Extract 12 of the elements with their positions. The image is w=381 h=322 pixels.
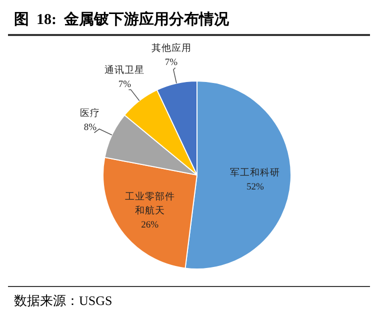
slice-label: 工业零部件和航天 xyxy=(124,190,175,216)
slice-label: 其他应用 xyxy=(151,42,192,54)
slice-label: 通讯卫星 xyxy=(104,64,145,76)
slice-label: 军工和科研 xyxy=(230,166,280,179)
slice-label: 医疗 xyxy=(80,106,100,119)
data-label: 7% xyxy=(164,58,178,68)
data-label: 26% xyxy=(141,220,159,230)
data-label: 52% xyxy=(246,182,264,193)
data-label: 7% xyxy=(118,80,132,90)
source-note: 数据来源：USGS xyxy=(14,292,112,310)
chart-title: 图 18: 金属铍下游应用分布情况 xyxy=(14,10,229,29)
data-label: 8% xyxy=(84,122,97,133)
